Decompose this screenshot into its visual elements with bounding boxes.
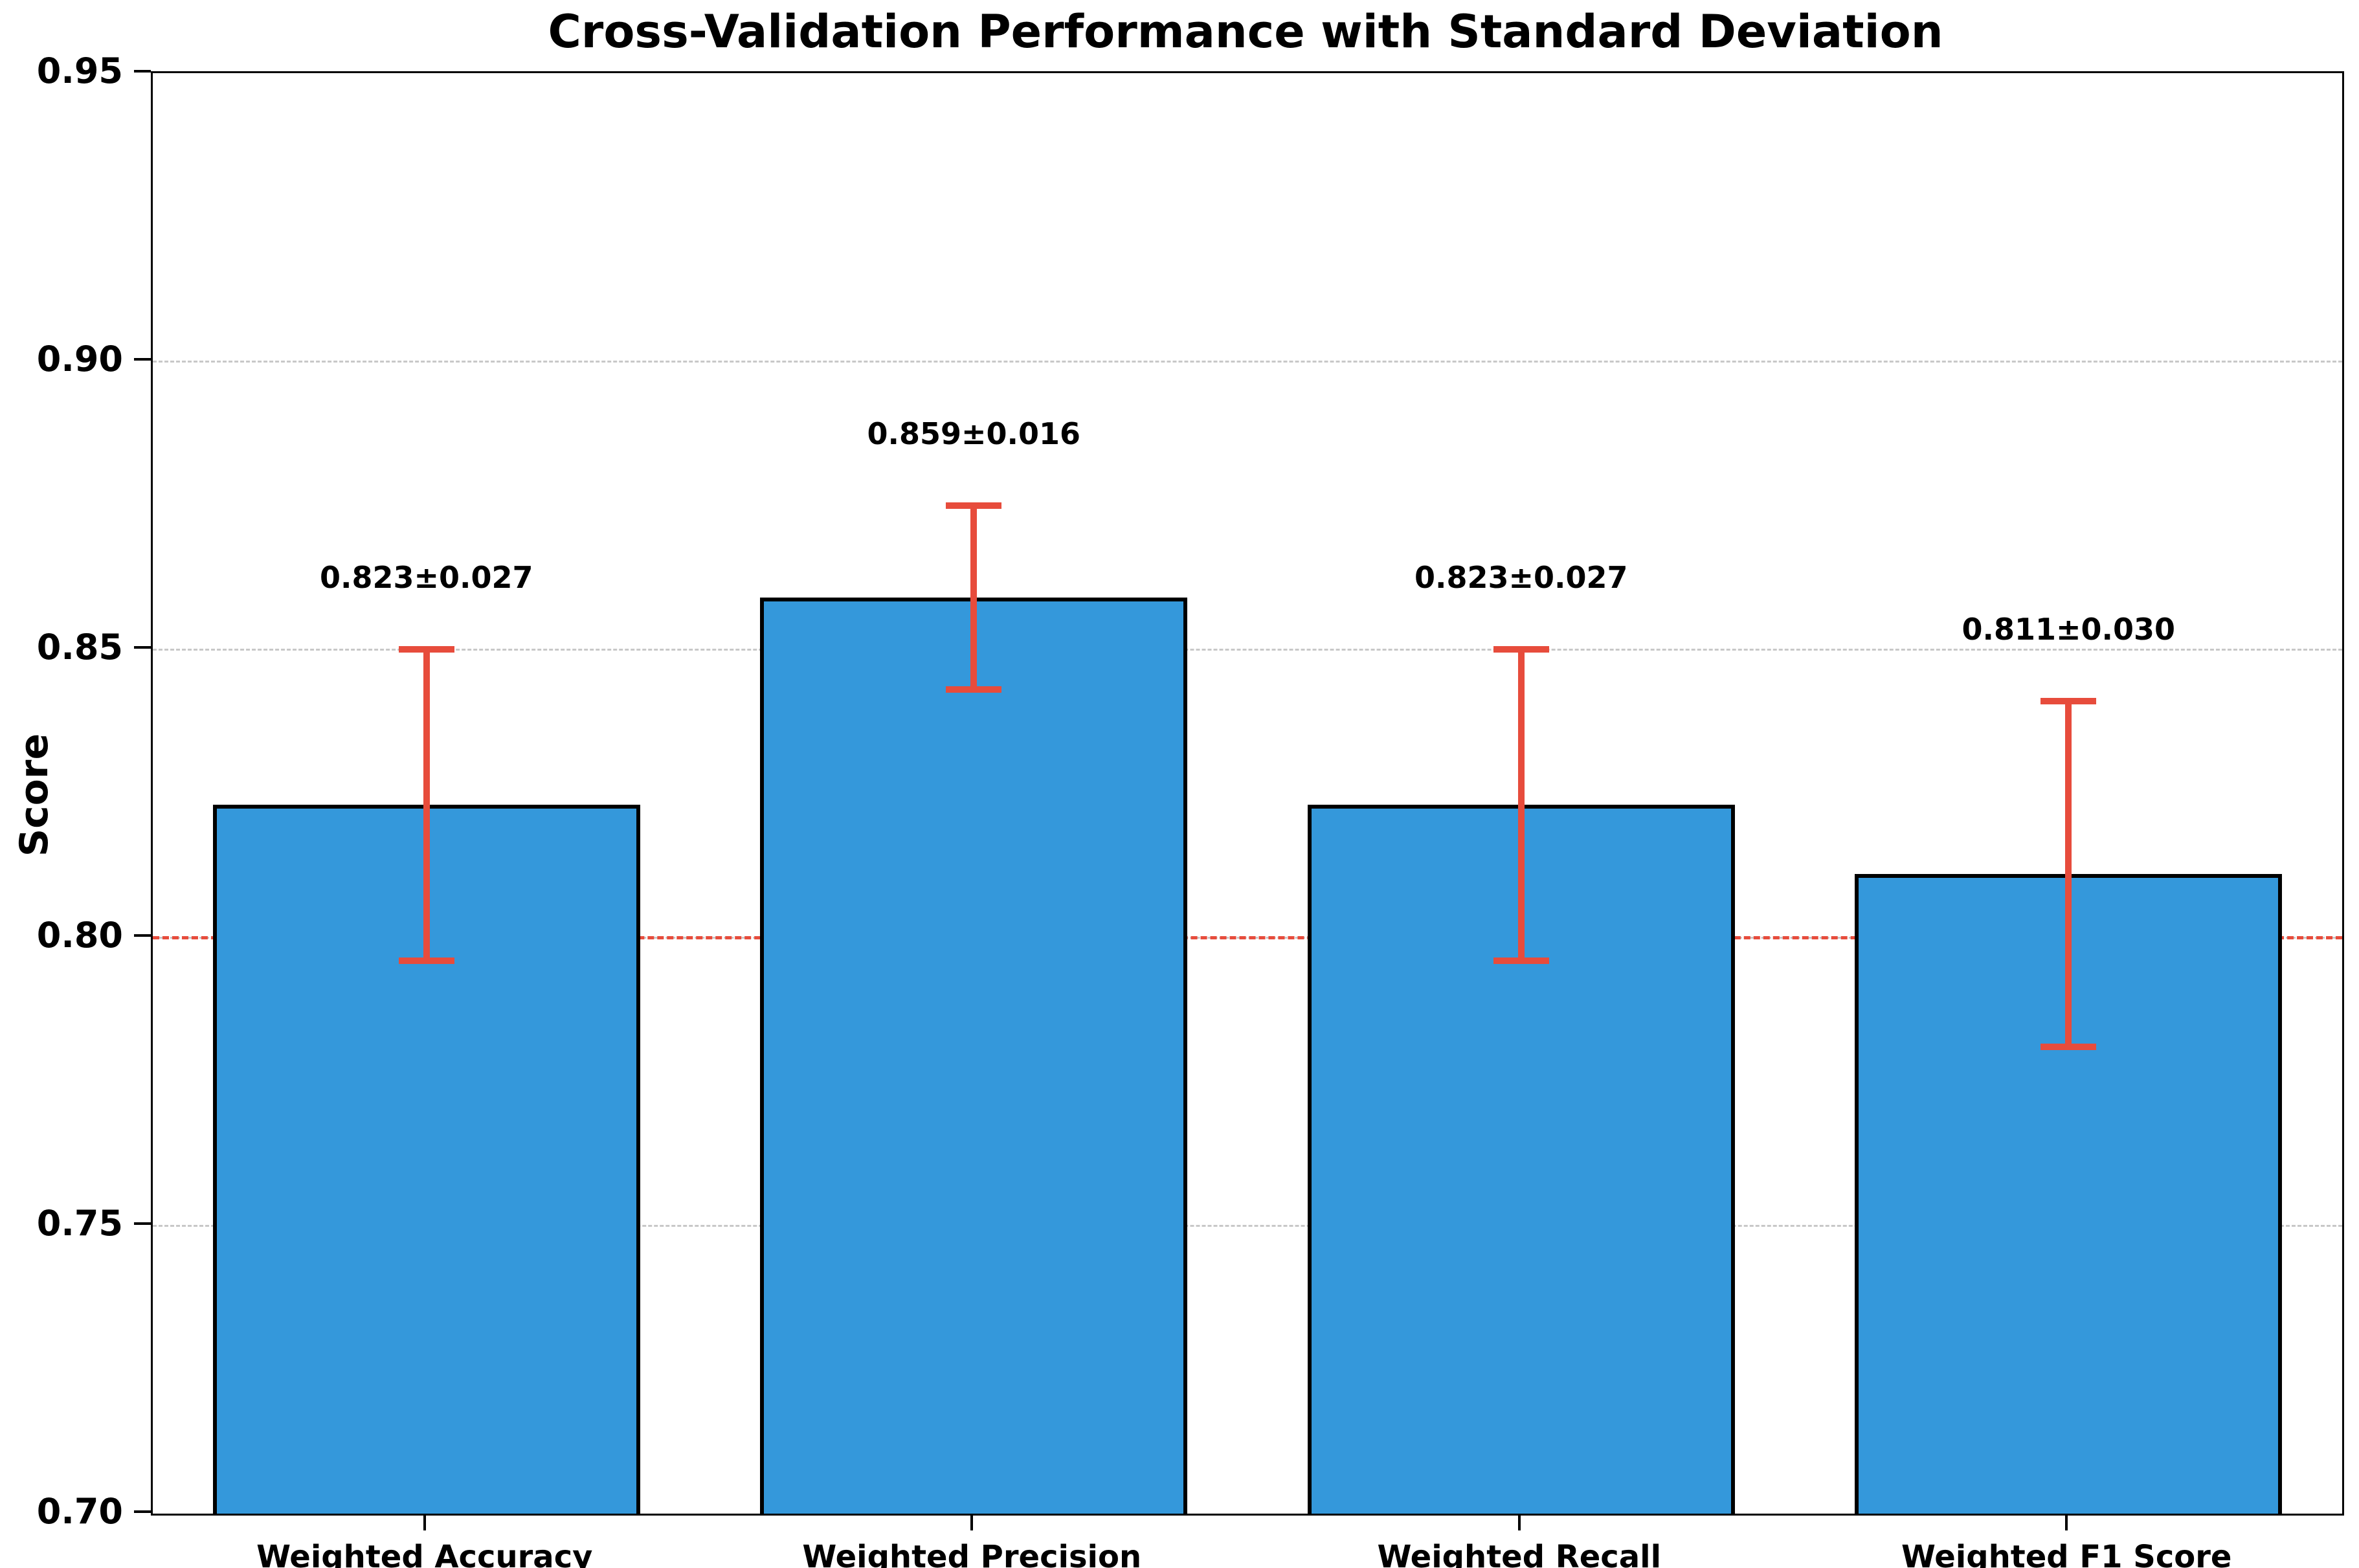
error-bar-line-1 (423, 649, 430, 961)
bar-value-label-4: 0.811±0.030 (1962, 612, 2176, 647)
x-tick-mark-1 (423, 1514, 426, 1530)
gridline-0.75 (153, 1224, 2342, 1227)
x-tick-mark-3 (1517, 1514, 1521, 1530)
y-tick-label-0.70: 0.70 (36, 1491, 123, 1532)
bar-value-label-2: 0.859±0.016 (867, 416, 1081, 451)
y-tick-mark-0.85 (134, 646, 151, 649)
y-tick-mark-0.90 (134, 358, 151, 361)
error-bar-cap-top-4 (2040, 698, 2097, 705)
y-tick-label-0.95: 0.95 (36, 50, 123, 91)
bar-value-label-1: 0.823±0.027 (319, 560, 533, 595)
x-tick-label-1: Weighted Accuracy (256, 1539, 593, 1568)
error-bar-cap-top-1 (398, 646, 454, 653)
error-bar-line-4 (2065, 701, 2072, 1047)
x-tick-label-3: Weighted Recall (1377, 1539, 1662, 1568)
x-tick-label-4: Weighted F1 Score (1901, 1539, 2232, 1568)
y-tick-label-0.90: 0.90 (36, 339, 123, 379)
y-tick-label-0.75: 0.75 (36, 1203, 123, 1244)
error-bar-cap-bottom-1 (398, 957, 454, 964)
x-tick-label-2: Weighted Precision (802, 1539, 1142, 1568)
y-tick-mark-0.95 (134, 70, 151, 73)
error-bar-cap-bottom-4 (2040, 1044, 2097, 1051)
error-bar-cap-top-3 (1493, 646, 1549, 653)
y-tick-mark-0.80 (134, 934, 151, 937)
y-tick-mark-0.75 (134, 1222, 151, 1225)
plot-area: 0.823±0.027 0.859±0.016 0.823±0.027 0.811±0… (151, 71, 2344, 1516)
y-axis-label: Score (12, 733, 57, 857)
gridline-0.85 (153, 648, 2342, 651)
baseline-line (153, 935, 2342, 939)
bar-value-label-3: 0.823±0.027 (1414, 560, 1628, 595)
error-bar-cap-bottom-2 (946, 686, 1002, 693)
y-tick-label-0.80: 0.80 (36, 915, 123, 956)
x-tick-mark-4 (2065, 1514, 2068, 1530)
gridline-0.90 (153, 360, 2342, 363)
y-tick-label-0.85: 0.85 (36, 627, 123, 667)
chart-title: Cross-Validation Performance with Standa… (548, 5, 1943, 58)
error-bar-cap-bottom-3 (1493, 957, 1549, 964)
bar-2 (760, 597, 1188, 1514)
error-bar-cap-top-2 (946, 502, 1002, 509)
error-bar-line-3 (1517, 649, 1525, 961)
x-tick-mark-2 (970, 1514, 974, 1530)
y-tick-mark-0.70 (134, 1510, 151, 1513)
error-bar-line-2 (970, 505, 978, 690)
